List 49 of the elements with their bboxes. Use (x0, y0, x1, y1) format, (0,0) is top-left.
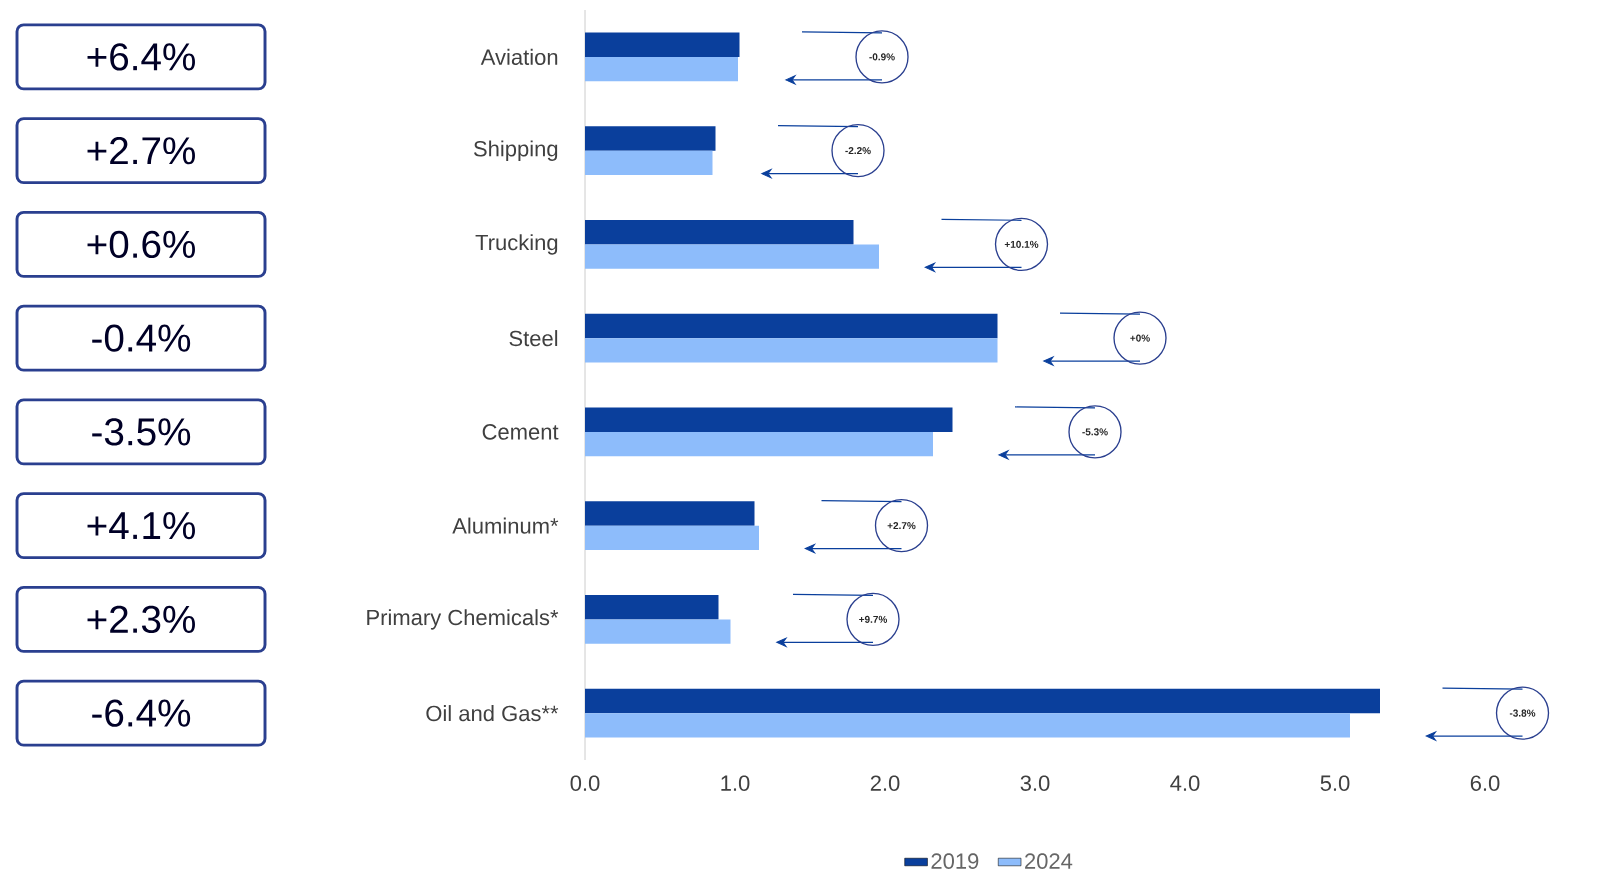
bar (585, 56, 739, 82)
bar (585, 713, 1350, 738)
y-tick-label: Cement (482, 424, 559, 440)
y-tick-label: Aviation (480, 48, 558, 65)
y-tick-label: Aluminum* (452, 517, 559, 534)
bar (585, 338, 998, 363)
x-tick-label: 5.0 (1320, 775, 1350, 791)
bar (585, 688, 1380, 714)
x-tick-label: 1.0 (721, 775, 750, 791)
text: +0.6% (87, 230, 195, 259)
text: -3.8% (1509, 709, 1536, 717)
x-tick-label: 6.0 (1470, 775, 1500, 791)
x-tick-label: 2.0 (870, 775, 900, 791)
bar (585, 313, 998, 339)
text: -6.4% (92, 699, 191, 727)
text: +6.4% (87, 43, 195, 71)
annotation: +9.7% (859, 615, 888, 623)
text: -3.5% (92, 418, 191, 446)
annotation: +10.1% (1004, 240, 1039, 248)
annotation: -0.9% (869, 53, 895, 61)
y-tick-label: Trucking (475, 234, 558, 255)
legend-label: 2019 (931, 853, 979, 869)
bar (585, 595, 719, 620)
y-tick-label: Oil and Gas** (426, 705, 559, 722)
bar (585, 525, 760, 550)
legend-label: 2024 (1025, 853, 1073, 869)
x-tick-label: 0.0 (570, 775, 600, 791)
annotation: -5.3% (1082, 428, 1108, 436)
bar (585, 32, 740, 57)
bar (585, 126, 716, 151)
y-tick-label: Steel (509, 330, 558, 347)
x-tick-label: 4.0 (1170, 775, 1200, 791)
annotation: -2.2% (845, 147, 871, 155)
bar (585, 431, 933, 457)
bar (585, 150, 713, 176)
annotation: +0% (1130, 334, 1150, 342)
bar (585, 501, 755, 526)
bar (585, 244, 879, 269)
text: +2.7% (87, 137, 195, 165)
y-tick-label: Primary Chemicals* (367, 609, 559, 630)
bar (585, 619, 731, 644)
annotation: +2.7% (887, 522, 916, 530)
bar (585, 407, 953, 432)
y-tick-label: Shipping (473, 140, 558, 161)
x-tick-label: 3.0 (1020, 775, 1050, 791)
text: +2.3% (87, 605, 195, 634)
text: +4.1% (87, 512, 195, 540)
bar (585, 220, 854, 245)
text: -0.4% (92, 324, 191, 352)
